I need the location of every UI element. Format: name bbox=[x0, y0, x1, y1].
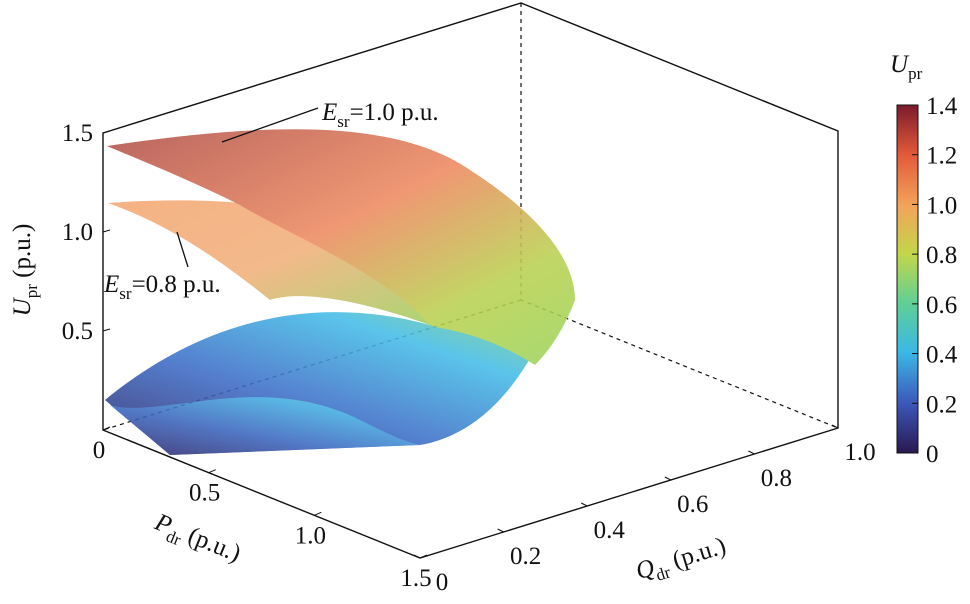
annotation-leader bbox=[221, 107, 319, 143]
annotation: Esr=1.0 p.u. bbox=[321, 99, 439, 131]
colorbar bbox=[896, 104, 919, 454]
y-tick-label: 0.4 bbox=[594, 517, 626, 544]
colorbar-tick-label: 0 bbox=[926, 441, 939, 468]
colorbar-tick-label: 0.4 bbox=[926, 342, 958, 369]
x-tick bbox=[314, 511, 322, 516]
colorbar-title: Upr bbox=[890, 51, 923, 83]
x-tick bbox=[102, 426, 111, 431]
z-tick bbox=[102, 229, 111, 233]
colorbar-tick-label: 1.2 bbox=[926, 143, 957, 170]
y-tick bbox=[748, 450, 755, 455]
y-tick-label: 0.8 bbox=[761, 465, 792, 492]
y-tick bbox=[664, 476, 672, 481]
y-tick bbox=[580, 502, 588, 507]
annotation: Esr=0.8 p.u. bbox=[103, 271, 221, 303]
x-tick-label: 0 bbox=[93, 437, 106, 464]
ticks: 00.51.01.5 00.20.40.60.81.00.51.01.500.20… bbox=[62, 93, 958, 596]
y-axis-label: Qdr (p.u.) bbox=[633, 532, 731, 590]
y-tick-label: 1.0 bbox=[844, 439, 875, 466]
z-tick-label: 1.0 bbox=[62, 219, 93, 246]
x-axis-label: Pdr (p.u.) bbox=[148, 508, 244, 572]
colorbar-tick-label: 1.4 bbox=[926, 93, 958, 120]
colorbar-tick-label: 0.8 bbox=[926, 242, 957, 269]
colorbar-tick-label: 0.2 bbox=[926, 391, 957, 418]
x-tick bbox=[208, 469, 216, 474]
z-tick-label: 0.5 bbox=[62, 318, 93, 345]
y-tick-label: 0.6 bbox=[677, 491, 708, 518]
x-tick bbox=[419, 554, 428, 559]
z-tick bbox=[102, 328, 111, 332]
surface-front bbox=[110, 397, 420, 455]
x-tick-label: 1.5 bbox=[400, 565, 431, 592]
colorbar-tick-label: 1.0 bbox=[926, 192, 957, 219]
y-tick bbox=[413, 554, 421, 559]
surface-e10 bbox=[107, 129, 575, 365]
annotation-leader bbox=[176, 231, 189, 268]
z-axis-label: Upr (p.u.) bbox=[9, 224, 41, 317]
surfaces bbox=[105, 129, 575, 455]
colorbar-tick-label: 0.6 bbox=[926, 292, 957, 319]
y-tick bbox=[497, 528, 504, 533]
z-tick-label: 1.5 bbox=[62, 120, 93, 147]
z-tick bbox=[102, 130, 111, 134]
x-tick-label: 1.0 bbox=[295, 522, 326, 549]
y-tick-label: 0.2 bbox=[510, 543, 541, 570]
x-tick-label: 0.5 bbox=[189, 480, 220, 507]
y-tick-label: 0 bbox=[436, 569, 449, 596]
y-tick bbox=[831, 424, 839, 429]
